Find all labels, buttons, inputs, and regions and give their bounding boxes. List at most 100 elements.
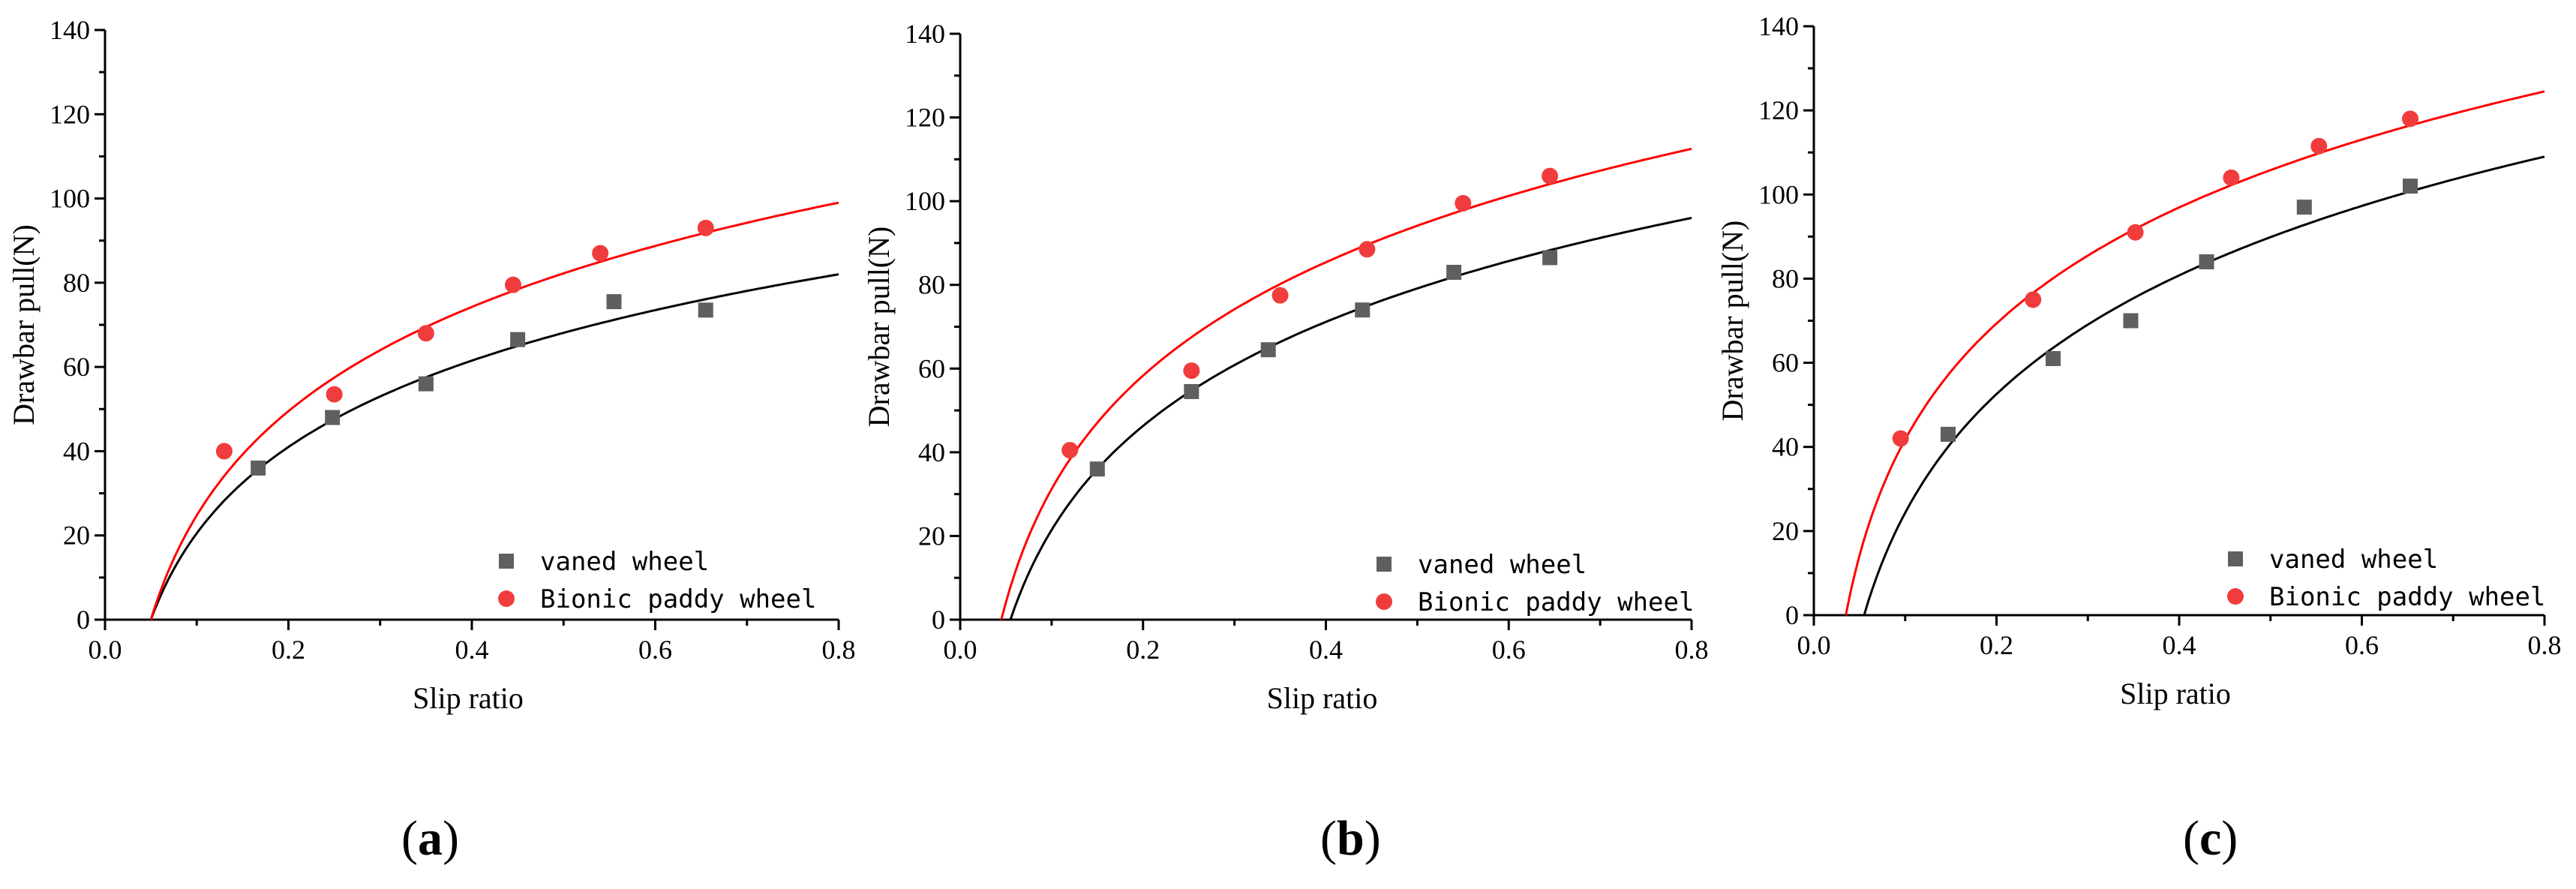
x-tick-label: 0.0 [944, 635, 977, 665]
y-tick-label: 100 [905, 186, 945, 216]
legend-bionic-marker [1376, 593, 1392, 610]
bionic-data-point [2223, 169, 2240, 186]
x-tick-label: 0.6 [2345, 630, 2379, 660]
y-tick-label: 40 [918, 437, 945, 467]
x-tick-label: 0.2 [1980, 630, 2013, 660]
y-tick-label: 60 [1772, 348, 1799, 378]
y-axis-title: Drawbar pull(N) [862, 227, 896, 428]
x-tick-label: 0.0 [1797, 630, 1831, 660]
y-axis-title: Drawbar pull(N) [1718, 221, 1749, 422]
chart-panel-c: 0 20 40 60 80 100 120 140 0.0 0.2 0.4 0.6 0.8 Slip ra… [1718, 0, 2576, 889]
vaned-data-point [2199, 254, 2214, 269]
x-axis-title: Slip ratio [413, 681, 524, 715]
bionic-data-point [1061, 442, 1079, 459]
y-tick-label: 80 [63, 268, 90, 298]
panel-label-b: (b) [1320, 811, 1381, 866]
x-tick-label: 0.6 [638, 635, 672, 665]
vaned-data-point [2045, 350, 2061, 366]
legend-bionic-marker [2227, 588, 2244, 605]
vaned-data-point [1089, 461, 1105, 477]
vaned-data-point [1542, 250, 1558, 266]
y-tick-label: 120 [1758, 95, 1799, 125]
vaned-fit-curve [149, 273, 839, 620]
x-tick-label: 0.8 [2528, 630, 2562, 660]
bionic-fit-curve [1845, 90, 2545, 616]
y-tick-label: 80 [918, 270, 945, 300]
panel-label-a: (a) [401, 811, 459, 866]
chart-svg-b: 0 20 40 60 80 100 120 140 0.0 0.2 0.4 0.6 0.8 Slip ra… [862, 19, 1709, 715]
bionic-data-point [417, 325, 434, 342]
bionic-data-point [326, 386, 343, 403]
x-tick-label: 0.8 [1675, 635, 1709, 665]
y-tick-label: 40 [63, 436, 90, 466]
legend-bionic-marker [498, 590, 515, 607]
vaned-data-point [2403, 179, 2418, 194]
legend-bionic-label: Bionic paddy wheel [2269, 582, 2545, 612]
bionic-data-point [2127, 224, 2144, 241]
bionic-data-point [1271, 287, 1289, 304]
legend-vaned-label: vaned wheel [540, 547, 709, 577]
bionic-data-point [1455, 194, 1472, 212]
vaned-data-point [1260, 342, 1276, 358]
vaned-data-point [510, 332, 526, 347]
y-tick-label: 40 [1772, 432, 1799, 462]
y-tick-label: 20 [1772, 516, 1799, 546]
y-tick-label: 140 [1758, 11, 1799, 41]
vaned-data-point [418, 376, 434, 392]
x-axis-title: Slip ratio [1267, 681, 1378, 715]
legend-vaned-marker [2228, 551, 2243, 566]
x-tick-label: 0.6 [1492, 635, 1526, 665]
vaned-data-point [1940, 426, 1956, 442]
bionic-data-point [505, 276, 522, 293]
vaned-data-point [2296, 200, 2312, 215]
y-tick-label: 120 [50, 99, 90, 129]
y-tick-label: 0 [77, 605, 90, 635]
chart-panel-a: 0 20 40 60 80 100 120 140 0.0 0.2 0.4 0.6 0.8 Slip ra… [0, 0, 859, 889]
vaned-data-point [325, 410, 341, 425]
bionic-fit-curve [149, 201, 839, 620]
x-tick-label: 0.4 [455, 635, 489, 665]
legend-bionic-label: Bionic paddy wheel [540, 584, 816, 614]
y-tick-label: 80 [1772, 263, 1799, 293]
y-tick-label: 20 [918, 521, 945, 551]
x-axis-title: Slip ratio [2120, 677, 2231, 710]
bionic-data-point [1542, 167, 1559, 185]
chart-panel-b: 0 20 40 60 80 100 120 140 0.0 0.2 0.4 0.6 0.8 Slip ra… [859, 0, 1718, 889]
bionic-data-point [2402, 110, 2419, 128]
y-tick-label: 20 [63, 521, 90, 551]
legend-vaned-marker [1377, 557, 1392, 572]
vaned-data-point [1446, 264, 1462, 280]
y-tick-label: 60 [63, 352, 90, 382]
x-tick-label: 0.2 [272, 635, 305, 665]
y-tick-label: 140 [905, 19, 945, 49]
chart-svg-a: 0 20 40 60 80 100 120 140 0.0 0.2 0.4 0.6 0.8 Slip ra… [7, 15, 856, 715]
legend-bionic-label: Bionic paddy wheel [1418, 587, 1694, 617]
y-tick-label: 100 [1758, 179, 1799, 209]
x-tick-label: 0.4 [1309, 635, 1343, 665]
bionic-data-point [592, 245, 609, 262]
vaned-data-point [698, 302, 713, 318]
bionic-data-point [1359, 241, 1376, 258]
bionic-data-point [697, 219, 714, 236]
vaned-data-point [251, 460, 266, 476]
y-tick-label: 0 [1785, 600, 1799, 630]
y-tick-label: 60 [918, 353, 945, 383]
bionic-data-point [1892, 430, 1909, 447]
x-tick-label: 0.8 [822, 635, 856, 665]
vaned-fit-curve [1863, 155, 2545, 616]
y-axis-title: Drawbar pull(N) [7, 224, 41, 425]
y-tick-label: 100 [50, 184, 90, 214]
legend-vaned-marker [499, 554, 514, 569]
chart-svg-c: 0 20 40 60 80 100 120 140 0.0 0.2 0.4 0.6 0.8 Slip ra… [1718, 11, 2562, 710]
y-tick-label: 140 [50, 15, 90, 45]
vaned-data-point [1184, 383, 1199, 399]
bionic-fit-curve [1000, 147, 1692, 620]
legend-vaned-label: vaned wheel [1418, 550, 1587, 580]
y-tick-label: 120 [905, 103, 945, 133]
bionic-data-point [2310, 137, 2328, 155]
vaned-data-point [606, 294, 622, 310]
bionic-data-point [2025, 291, 2042, 308]
bionic-data-point [215, 443, 233, 460]
vaned-data-point [2123, 313, 2139, 329]
x-tick-label: 0.0 [89, 635, 122, 665]
